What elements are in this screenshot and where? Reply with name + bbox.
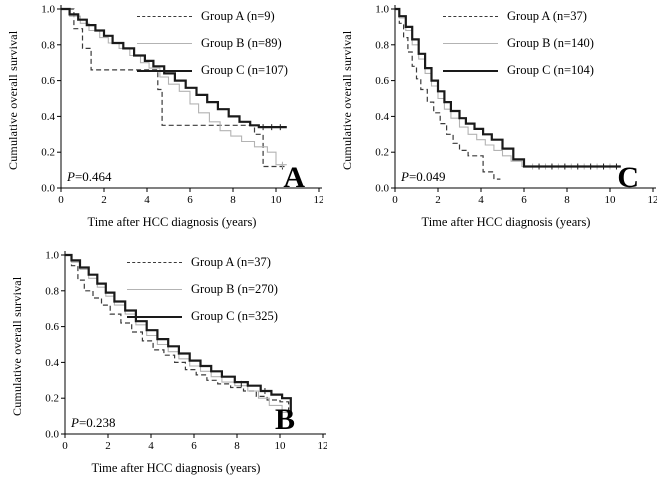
svg-text:2: 2 bbox=[435, 194, 441, 206]
svg-text:6: 6 bbox=[521, 194, 527, 206]
svg-text:12: 12 bbox=[648, 194, 658, 206]
svg-text:0.6: 0.6 bbox=[41, 75, 55, 87]
svg-text:0.4: 0.4 bbox=[375, 111, 389, 123]
svg-text:0: 0 bbox=[392, 194, 398, 206]
survival-curves-plot-c: 0.0 0.2 0.4 0.6 0.8 1.0 0 2 4 6 8 10 12 bbox=[375, 4, 658, 207]
p-value-text: =0.238 bbox=[78, 415, 116, 430]
legend-line-sample bbox=[443, 16, 498, 17]
legend: Group A (n=37) Group B (n=270) Group C (n=… bbox=[127, 249, 278, 330]
svg-text:10: 10 bbox=[605, 194, 617, 206]
legend-line-sample bbox=[443, 69, 498, 72]
legend-line-sample bbox=[137, 16, 192, 17]
legend-label: Group B (n=270) bbox=[191, 282, 278, 296]
y-axis-label: Cumulative overall survival bbox=[6, 30, 20, 170]
legend-line-sample bbox=[137, 69, 192, 72]
x-axis-label: Time after HCC diagnosis (years) bbox=[421, 215, 591, 229]
y-axis-label: Cumulative overall survival bbox=[340, 30, 354, 170]
legend-label: Group B (n=140) bbox=[507, 36, 594, 50]
svg-text:8: 8 bbox=[234, 440, 240, 452]
svg-text:8: 8 bbox=[564, 194, 570, 206]
svg-text:0: 0 bbox=[62, 440, 68, 452]
panel-letter: B bbox=[274, 403, 295, 436]
legend-item: Group B (n=270) bbox=[127, 276, 278, 303]
legend-line-sample bbox=[127, 289, 182, 290]
legend: Group A (n=9) Group B (n=89) Group C (n=10… bbox=[137, 3, 288, 84]
p-value-text: =0.049 bbox=[408, 169, 446, 184]
svg-text:6: 6 bbox=[191, 440, 197, 452]
svg-text:1.0: 1.0 bbox=[375, 4, 389, 16]
x-axis-label: Time after HCC diagnosis (years) bbox=[87, 215, 257, 229]
survival-curves-plot-b: 0.0 0.2 0.4 0.6 0.8 1.0 0 2 4 6 8 10 12 bbox=[45, 250, 328, 453]
legend-label: Group A (n=9) bbox=[201, 9, 275, 23]
legend-line-sample bbox=[127, 262, 182, 263]
p-value-annotation: P=0.049 bbox=[401, 169, 446, 185]
km-panel-c: Cumulative overall survival 0.0 0.2 0.4 0.6… bbox=[340, 2, 662, 244]
svg-text:1.0: 1.0 bbox=[45, 250, 59, 262]
svg-text:12: 12 bbox=[318, 440, 328, 452]
legend-item: Group A (n=9) bbox=[137, 3, 288, 30]
p-symbol: P bbox=[71, 415, 79, 430]
survival-curves-plot-a: 0.0 0.2 0.4 0.6 0.8 1.0 0 2 4 6 8 10 12 bbox=[41, 4, 324, 207]
legend-item: Group B (n=89) bbox=[137, 30, 288, 57]
svg-text:0: 0 bbox=[58, 194, 64, 206]
legend-item: Group A (n=37) bbox=[127, 249, 278, 276]
svg-text:4: 4 bbox=[478, 194, 484, 206]
legend-label: Group C (n=107) bbox=[201, 63, 288, 77]
p-symbol: P bbox=[67, 169, 75, 184]
legend-label: Group B (n=89) bbox=[201, 36, 282, 50]
svg-text:0.0: 0.0 bbox=[45, 429, 59, 441]
p-value-text: =0.464 bbox=[74, 169, 112, 184]
svg-text:6: 6 bbox=[187, 194, 193, 206]
svg-text:0.8: 0.8 bbox=[41, 39, 55, 51]
svg-text:0.6: 0.6 bbox=[375, 75, 389, 87]
legend: Group A (n=37) Group B (n=140) Group C (n=… bbox=[443, 3, 594, 84]
plot-area: 0.0 0.2 0.4 0.6 0.8 1.0 0 2 4 6 8 10 12 Group A (n=9… bbox=[21, 2, 323, 217]
svg-text:0.2: 0.2 bbox=[41, 147, 55, 159]
svg-text:8: 8 bbox=[230, 194, 236, 206]
p-symbol: P bbox=[401, 169, 409, 184]
svg-text:0.0: 0.0 bbox=[41, 183, 55, 195]
svg-text:12: 12 bbox=[314, 194, 324, 206]
svg-text:4: 4 bbox=[148, 440, 154, 452]
svg-text:0.6: 0.6 bbox=[45, 321, 59, 333]
legend-label: Group C (n=104) bbox=[507, 63, 594, 77]
svg-text:2: 2 bbox=[101, 194, 107, 206]
km-panel-a: Cumulative overall survival 0.0 0.2 0.4 0.6… bbox=[6, 2, 338, 244]
legend-label: Group A (n=37) bbox=[507, 9, 587, 23]
svg-text:0.2: 0.2 bbox=[375, 147, 389, 159]
svg-text:0.8: 0.8 bbox=[375, 39, 389, 51]
legend-line-sample bbox=[443, 43, 498, 44]
legend-item: Group C (n=325) bbox=[127, 303, 278, 330]
legend-item: Group C (n=107) bbox=[137, 57, 288, 84]
svg-text:0.2: 0.2 bbox=[45, 393, 59, 405]
legend-item: Group B (n=140) bbox=[443, 30, 594, 57]
svg-text:1.0: 1.0 bbox=[41, 4, 55, 16]
legend-line-sample bbox=[137, 43, 192, 44]
svg-text:10: 10 bbox=[271, 194, 283, 206]
svg-text:10: 10 bbox=[275, 440, 287, 452]
y-axis-label: Cumulative overall survival bbox=[10, 276, 24, 416]
plot-area: 0.0 0.2 0.4 0.6 0.8 1.0 0 2 4 6 8 10 12 Group A (n=3… bbox=[355, 2, 657, 217]
legend-item: Group C (n=104) bbox=[443, 57, 594, 84]
svg-text:0.4: 0.4 bbox=[41, 111, 55, 123]
p-value-annotation: P=0.464 bbox=[67, 169, 112, 185]
plot-area: 0.0 0.2 0.4 0.6 0.8 1.0 0 2 4 6 8 10 12 Group A (n=3… bbox=[25, 248, 327, 463]
legend-line-sample bbox=[127, 315, 182, 318]
panel-letter: C bbox=[617, 161, 639, 194]
svg-text:0.0: 0.0 bbox=[375, 183, 389, 195]
p-value-annotation: P=0.238 bbox=[71, 415, 116, 431]
svg-text:0.4: 0.4 bbox=[45, 357, 59, 369]
svg-text:2: 2 bbox=[105, 440, 111, 452]
x-axis-label: Time after HCC diagnosis (years) bbox=[91, 461, 261, 475]
km-panel-b: Cumulative overall survival 0.0 0.2 0.4 0.6… bbox=[10, 248, 342, 488]
panel-letter: A bbox=[283, 161, 305, 194]
legend-label: Group C (n=325) bbox=[191, 309, 278, 323]
svg-text:0.8: 0.8 bbox=[45, 285, 59, 297]
legend-item: Group A (n=37) bbox=[443, 3, 594, 30]
legend-label: Group A (n=37) bbox=[191, 255, 271, 269]
svg-text:4: 4 bbox=[144, 194, 150, 206]
